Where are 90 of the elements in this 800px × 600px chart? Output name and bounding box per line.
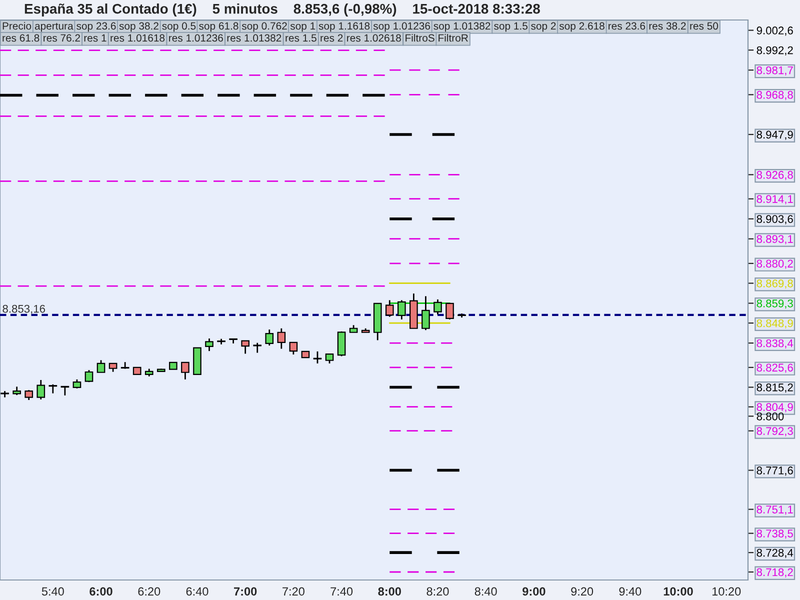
candlestick [325,352,334,364]
y-tick-label: 8.751,1 [756,506,793,515]
x-tick-label: 7:20 [282,587,304,596]
candlestick [289,342,298,356]
annotation: res 1.01236 [169,34,223,42]
annotation: res 1.01618 [110,34,165,42]
x-tick-label: 10:00 [664,587,693,596]
annotation: sop 2.618 [559,22,604,32]
annotation: apertura [34,22,74,32]
x-tick-label: 6:20 [138,587,160,596]
x-tick-label: 9:20 [571,587,594,596]
annotation: res 76.2 [44,34,80,42]
y-tick-label: 8.718,2 [756,568,793,578]
x-tick-label: 5:40 [42,587,64,596]
y-tick-label: 8.968,8 [756,90,793,100]
candlestick [241,340,250,354]
y-tick-label: 8.893,1 [756,235,793,244]
candlestick [24,389,34,401]
y-tick-label: 8.903,6 [756,215,793,224]
candlestick [277,328,286,350]
annotation: sop 1.01236 [373,22,430,32]
x-tick-label: 6:00 [90,587,112,596]
annotation: sop 23.6 [76,22,116,32]
candlestick [48,384,58,394]
candlestick [253,342,262,354]
annotation: sop 61.8 [199,22,238,32]
x-tick-label: 7:40 [330,587,353,596]
y-tick-label: 8.792,3 [756,427,793,436]
x-tick-label: 8:20 [426,587,449,596]
x-tick-label: 8:00 [378,587,401,596]
annotation: res 38.2 [649,22,686,30]
annotation: res 1.5 [286,34,316,42]
y-tick-label: 8.771,6 [756,466,793,476]
annotation: sop 38.2 [119,22,158,32]
annotation: res 23.6 [608,22,646,30]
y-tick-label: 8.992,2 [756,46,793,56]
candlestick [397,299,406,320]
candlestick [422,295,430,331]
chart-title: España 35 al Contado (1€) 5 minutos 8.853,6 (-0,98%) 15-oct-2018 8:33:28 [24,4,540,16]
x-tick-label: 6:40 [186,587,208,596]
annotation: sop 1.5 [494,22,528,32]
annotation: res 61.8 [2,34,40,42]
candlestick [36,379,46,400]
annotation: res 50 [690,22,718,30]
annotation: sop 1.1618 [318,22,370,32]
annotation: res 1 [84,34,106,42]
annotation: FiltroR [438,34,468,42]
annotation: res 2 [320,34,343,42]
y-tick-label: 8.825,6 [756,364,793,373]
annotation: sop 1.01382 [434,22,490,32]
y-tick-label: 8.804,9 [756,403,793,412]
candlestick [313,350,322,364]
y-tick-label: 8.859,3 [756,300,793,309]
x-tick-label: 10:20 [712,587,741,596]
y-tick-label: 8.848,9 [756,319,793,328]
x-tick-label: 9:00 [522,587,546,596]
candlestick [337,330,346,357]
annotation: Precio [2,22,32,30]
y-tick-label: 8.880,2 [756,260,793,269]
ref-line-label: 8.853,16 [2,304,46,314]
candlestick [385,299,394,318]
y-tick-label: 8.926,8 [756,170,793,180]
y-tick-label: 8.728,4 [756,548,794,558]
y-tick-label: 8.914,1 [756,195,793,204]
candlestick [229,338,238,344]
y-tick-label: 8.947,9 [756,130,793,140]
candlestick [205,338,214,352]
x-tick-label: 9:40 [619,587,642,596]
y-tick-label: 8.838,4 [756,339,794,348]
y-tick-label: 8.869,8 [756,280,793,289]
annotation: sop 0.5 [162,22,196,32]
y-tick-label: 8.800 [756,412,784,420]
y-tick-label: 8.738,5 [756,530,793,539]
candlestick [265,328,274,346]
annotation: sop 2 [531,22,556,32]
candlestick [181,362,190,380]
candlestick [60,385,70,396]
annotation: sop 0.762 [242,22,287,32]
annotation: res 1.02618 [347,34,401,42]
annotation: FiltroS [406,34,434,42]
y-tick-label: 8.981,7 [756,66,793,76]
annotation: sop 1 [290,22,316,32]
annotation: res 1.01382 [227,34,282,42]
candlestick [446,302,454,320]
y-tick-label: 9.002,6 [756,26,793,36]
x-tick-label: 8:40 [474,587,497,596]
candlestick [96,359,106,374]
candlestick [434,298,442,316]
y-tick-label: 8.815,2 [756,384,793,393]
x-tick-label: 7:00 [234,587,257,596]
